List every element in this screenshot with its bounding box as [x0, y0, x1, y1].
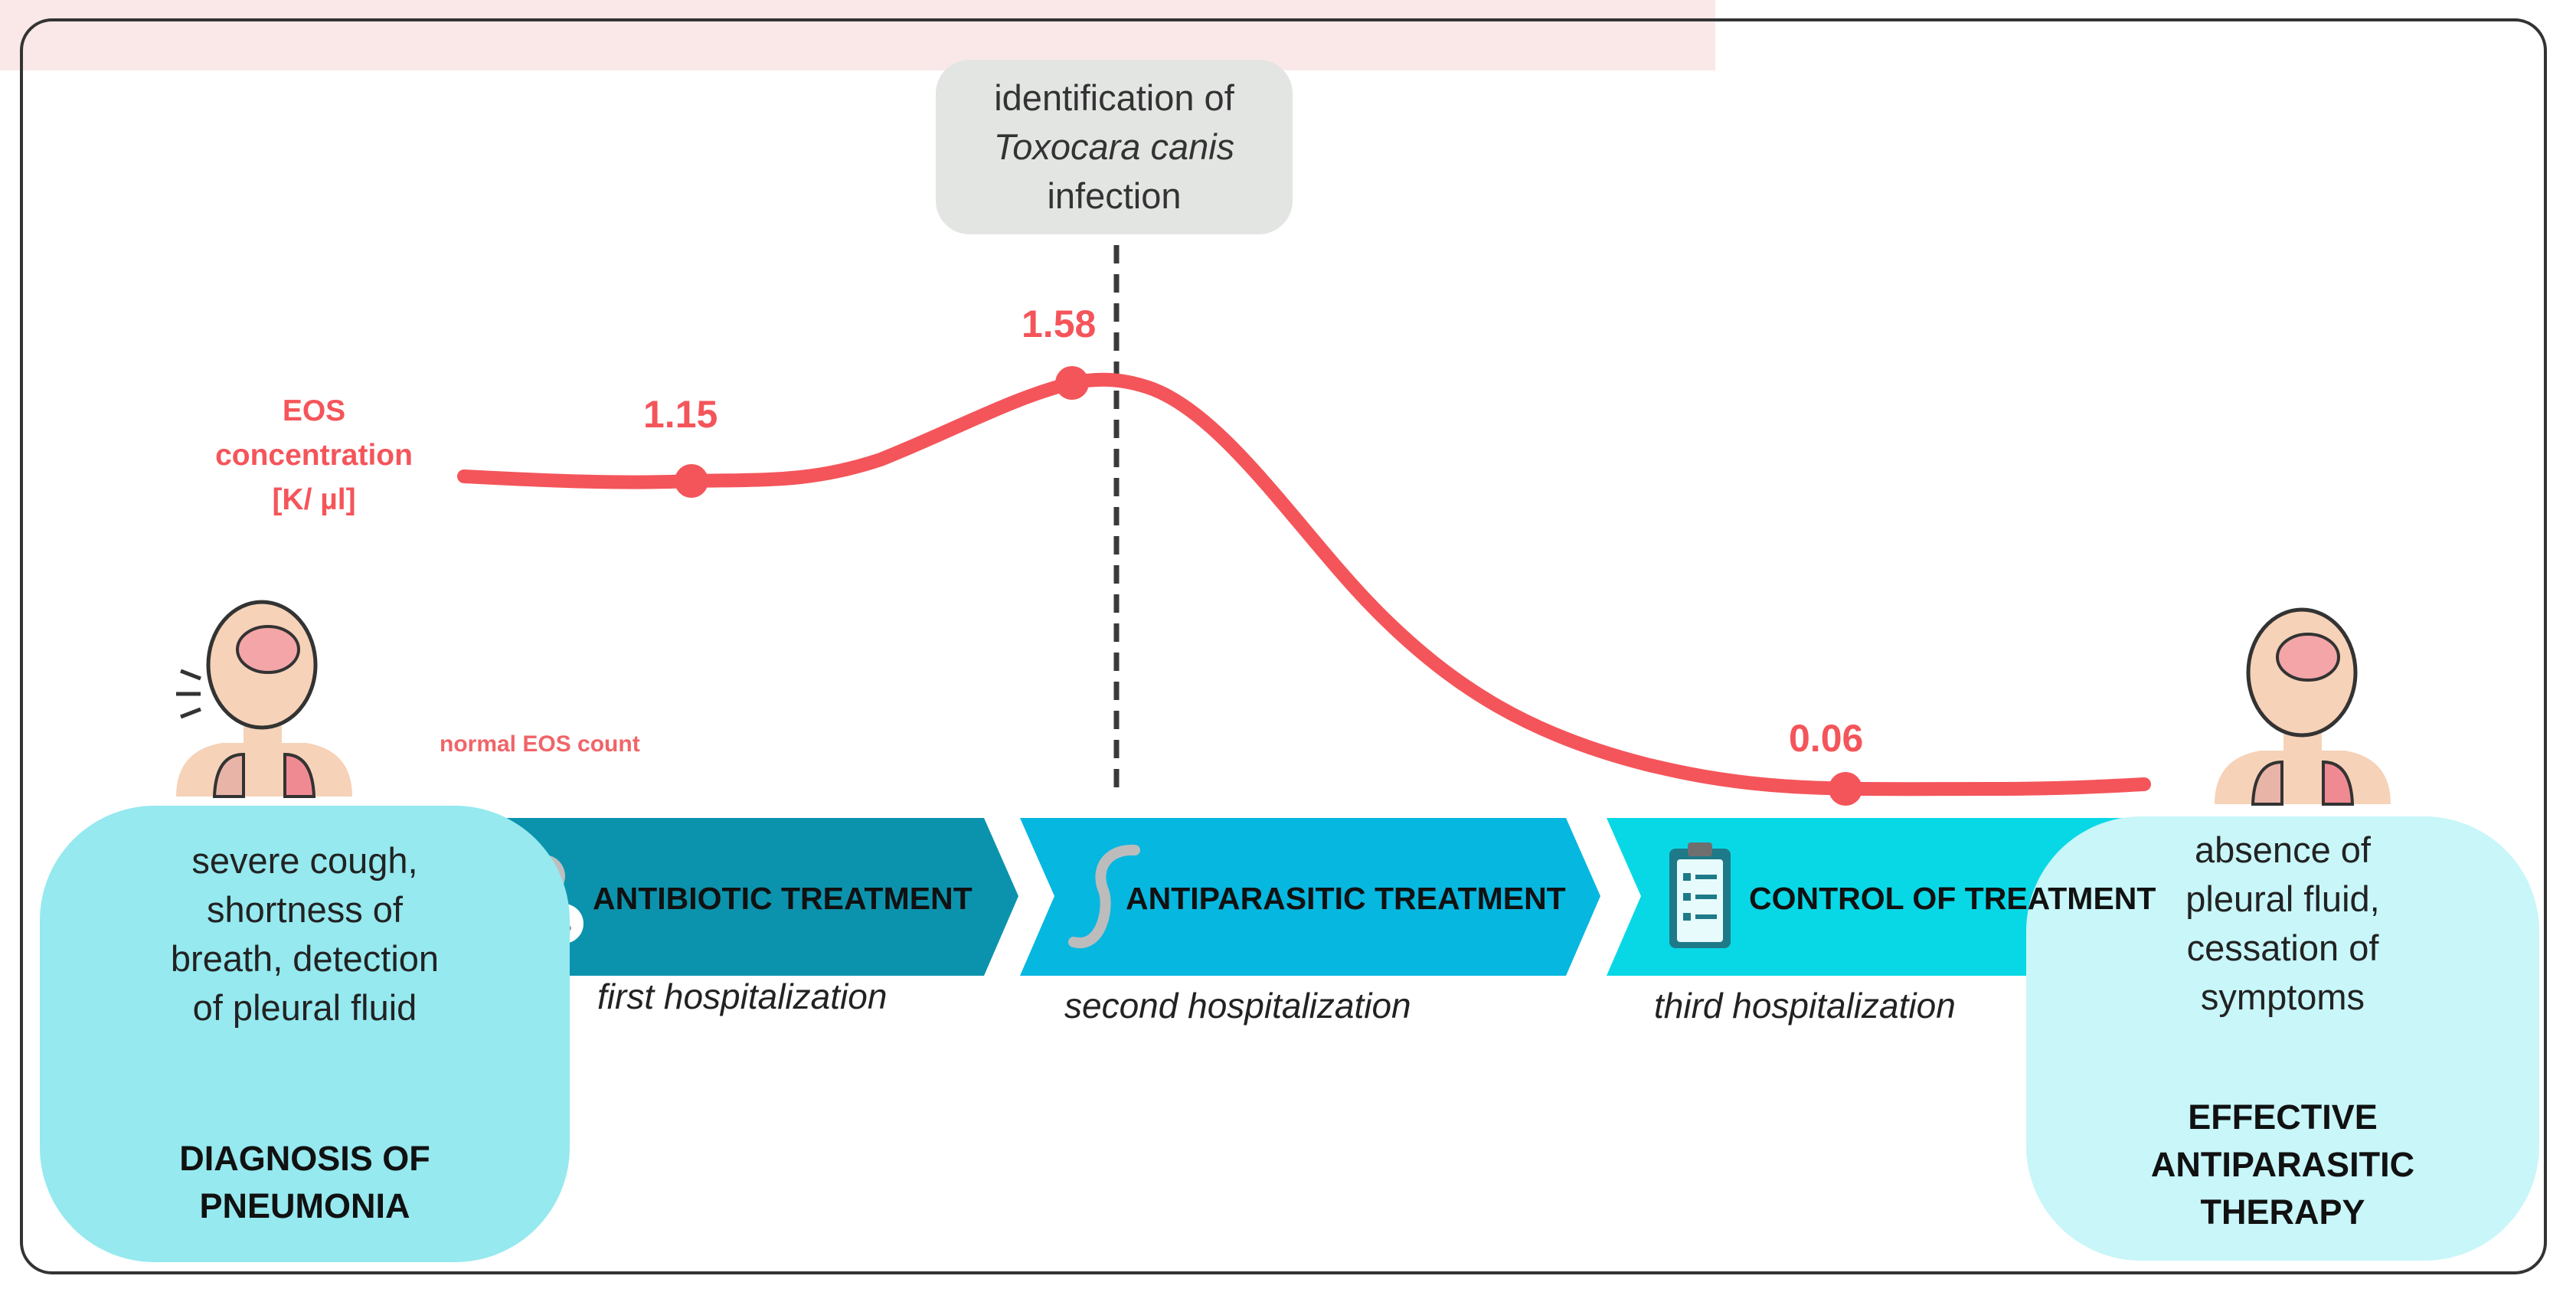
callout-line2: Toxocara canis	[993, 126, 1235, 167]
initial-symptoms-box: severe cough, shortness of breath, detec…	[40, 806, 570, 1262]
eos-value-1: 1.15	[643, 393, 718, 436]
stage-antibiotic-subtitle: first hospitalization	[597, 976, 888, 1016]
healthy-person-icon	[2215, 607, 2391, 806]
eos-curve	[457, 372, 2151, 797]
stage-antiparasitic-chevron	[1020, 818, 1600, 976]
eos-data-point	[1055, 366, 1089, 400]
outcome-symptoms-text: absence of pleural fluid, cessation of s…	[2185, 829, 2380, 1017]
identification-callout: identification of Toxocara canis infecti…	[936, 60, 1293, 234]
normal-eos-band	[0, 0, 1715, 70]
outcome-result-text: EFFECTIVE ANTIPARASITIC THERAPY	[2150, 1098, 2415, 1232]
figure-frame	[20, 18, 2547, 1274]
eos-data-point	[1829, 772, 1862, 806]
normal-eos-label: normal EOS count	[440, 731, 640, 757]
coughing-person-icon	[176, 600, 352, 798]
stage-antiparasitic-subtitle: second hospitalization	[1064, 986, 1411, 1026]
diagnosis-text: DIAGNOSIS OF PNEUMONIA	[179, 1139, 430, 1225]
worm-icon	[1068, 844, 1140, 949]
eos-data-point	[675, 464, 708, 498]
eos-value-3: 0.06	[1789, 717, 1864, 760]
eos-value-2: 1.58	[1022, 303, 1097, 345]
callout-line3: infection	[1047, 175, 1182, 216]
stage-control-subtitle: third hospitalization	[1654, 986, 1956, 1026]
stage-antibiotic-label: ANTIBIOTIC TREATMENT	[593, 881, 973, 916]
stage-antiparasitic-label: ANTIPARASITIC TREATMENT	[1126, 881, 1566, 916]
stage-control-label: CONTROL OF TREATMENT	[1749, 881, 2156, 916]
stage-antibiotic-chevron	[436, 818, 1018, 976]
callout-line1: identification of	[994, 77, 1234, 118]
eos-axis-label: EOS concentration [K/ µl]	[215, 394, 413, 516]
outcome-box: absence of pleural fluid, cessation of s…	[2026, 816, 2539, 1261]
clipboard-icon	[1669, 842, 1731, 948]
initial-symptoms-text: severe cough, shortness of breath, detec…	[170, 840, 440, 1028]
